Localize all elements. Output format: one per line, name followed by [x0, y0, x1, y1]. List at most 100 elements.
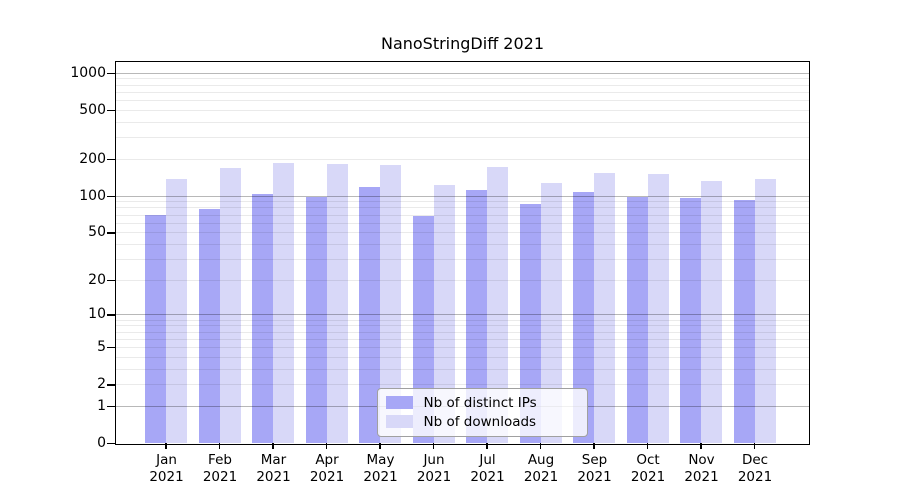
- gridline-minor: [116, 368, 809, 370]
- x-label-month: Aug: [527, 452, 555, 468]
- gridline-minor: [116, 232, 809, 234]
- gridline-major-100: [116, 195, 809, 197]
- bar-nb-of-distinct-ips-sep: [573, 192, 594, 443]
- x-tick-mar: [272, 443, 274, 449]
- bar-nb-of-downloads-aug: [540, 182, 562, 443]
- y-tick-100: [106, 195, 115, 198]
- y-tick-label-1: 1: [97, 397, 106, 414]
- x-tick-nov: [700, 443, 702, 449]
- gridline-minor: [116, 258, 809, 260]
- x-label-year: 2021: [630, 469, 666, 485]
- gridline-minor: [116, 109, 809, 111]
- gridline-minor: [116, 346, 809, 348]
- x-tick-may: [379, 443, 381, 449]
- bar-nb-of-distinct-ips-jul: [466, 189, 487, 443]
- y-tick-200: [106, 158, 115, 161]
- bar-nb-of-downloads-mar: [273, 162, 294, 443]
- gridline-major-10: [116, 314, 809, 316]
- y-tick-5: [106, 346, 115, 349]
- gridline-minor: [116, 158, 809, 160]
- y-tick-label-20: 20: [88, 271, 106, 288]
- x-label-year: 2021: [363, 469, 398, 485]
- bar-nb-of-downloads-jul: [487, 166, 508, 443]
- x-tick-label-jun: Jun 2021: [399, 452, 469, 486]
- bar-nb-of-downloads-may: [380, 164, 401, 443]
- x-tick-label-aug: Aug 2021: [506, 452, 576, 486]
- x-tick-label-dec: Dec 2021: [720, 452, 790, 486]
- y-tick-label-50: 50: [88, 224, 106, 241]
- bar-nb-of-downloads-sep: [594, 172, 615, 443]
- y-tick-20: [106, 279, 115, 282]
- x-tick-feb: [218, 443, 221, 449]
- y-tick-50: [106, 232, 115, 234]
- gridline-minor: [116, 78, 809, 80]
- gridline-minor: [116, 279, 809, 281]
- x-label-year: 2021: [309, 469, 345, 485]
- x-label-year: 2021: [737, 469, 773, 485]
- gridline-minor: [116, 207, 809, 209]
- bar-nb-of-downloads-feb: [219, 168, 241, 443]
- bar-nb-of-distinct-ips-apr: [305, 197, 327, 443]
- gridline-minor: [116, 100, 809, 102]
- x-label-year: 2021: [202, 469, 238, 485]
- x-label-month: Feb: [208, 452, 232, 468]
- chart-title: NanoStringDiff 2021: [380, 34, 545, 53]
- gridline-minor: [116, 91, 809, 93]
- gridline-minor: [116, 214, 809, 216]
- x-tick-label-may: May 2021: [346, 452, 416, 486]
- x-tick-jul: [486, 443, 488, 449]
- x-label-year: 2021: [684, 469, 719, 485]
- x-label-month: Apr: [315, 452, 339, 468]
- gridline-minor: [116, 201, 809, 203]
- x-label-year: 2021: [523, 469, 559, 485]
- x-axis-labels: Jan 2021 Feb 2021 Mar 2021 Apr 2021 May 2021 Jun 20…: [117, 452, 809, 492]
- gridline-minor: [116, 222, 809, 224]
- y-tick-10: [106, 314, 115, 316]
- bar-nb-of-distinct-ips-nov: [680, 197, 701, 443]
- y-tick-1: [106, 405, 115, 408]
- bar-nb-of-distinct-ips-oct: [626, 197, 648, 443]
- x-tick-label-sep: Sep 2021: [560, 452, 630, 486]
- gridline-major-1000: [116, 72, 809, 74]
- x-tick-label-mar: Mar 2021: [239, 452, 309, 486]
- y-tick-label-500: 500: [79, 101, 106, 118]
- x-tick-oct: [646, 443, 649, 449]
- gridline-minor: [116, 121, 809, 123]
- x-label-month: May: [366, 452, 395, 468]
- x-label-month: Mar: [260, 452, 287, 468]
- x-tick-aug: [539, 443, 542, 449]
- x-label-month: Sep: [581, 452, 608, 468]
- y-tick-label-5: 5: [97, 338, 106, 355]
- gridline-minor: [116, 384, 809, 386]
- legend: Nb of distinct IPs Nb of downloads: [376, 387, 588, 437]
- legend-swatch-distinct-ips: [385, 396, 413, 409]
- bar-nb-of-downloads-nov: [701, 181, 722, 443]
- x-label-year: 2021: [256, 469, 291, 485]
- x-label-month: Jul: [479, 452, 496, 468]
- x-tick-label-apr: Apr 2021: [292, 452, 362, 486]
- y-tick-label-10: 10: [88, 306, 106, 323]
- x-label-year: 2021: [149, 469, 184, 485]
- y-tick-label-0: 0: [97, 435, 106, 451]
- gridline-minor: [116, 325, 809, 327]
- y-tick-label-200: 200: [79, 150, 106, 167]
- y-tick-1000: [106, 72, 115, 75]
- bar-nb-of-distinct-ips-feb: [198, 208, 220, 443]
- y-tick-2: [106, 384, 115, 386]
- bar-nb-of-distinct-ips-jan: [145, 214, 166, 443]
- x-tick-dec: [753, 443, 756, 449]
- y-tick-label-1000: 1000: [70, 64, 106, 81]
- x-tick-label-jan: Jan 2021: [132, 452, 202, 486]
- bar-nb-of-distinct-ips-may: [359, 186, 380, 443]
- x-label-month: Oct: [636, 452, 660, 468]
- y-tick-500: [106, 109, 115, 112]
- bar-nb-of-distinct-ips-aug: [519, 204, 541, 443]
- x-tick-label-jul: Jul 2021: [453, 452, 523, 486]
- x-tick-label-nov: Nov 2021: [667, 452, 737, 486]
- x-label-year: 2021: [577, 469, 612, 485]
- x-label-month: Nov: [688, 452, 715, 468]
- legend-item-downloads: Nb of downloads: [385, 414, 587, 430]
- bar-nb-of-downloads-dec: [754, 179, 776, 443]
- bar-nb-of-downloads-apr: [326, 164, 348, 443]
